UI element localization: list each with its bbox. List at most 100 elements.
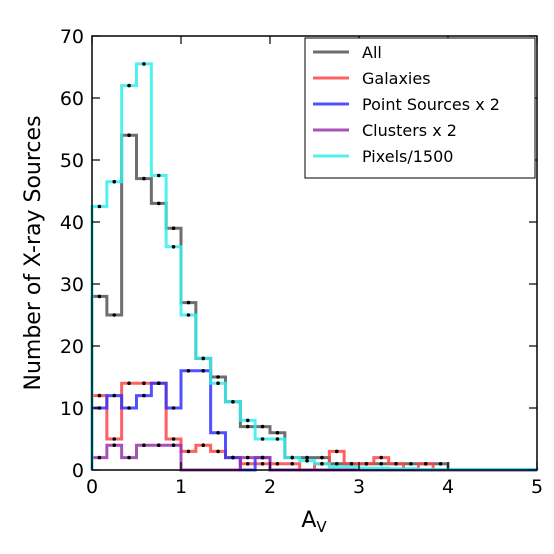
legend: All Galaxies Point Sources x 2 Clusters x 2… bbox=[304, 37, 536, 179]
x-axis-title: AV bbox=[301, 508, 327, 536]
x-tick-label: 4 bbox=[442, 476, 454, 498]
y-tick-label: 10 bbox=[60, 398, 84, 420]
bin-point-clusters-x-2 bbox=[112, 443, 117, 448]
bin-point-galaxies bbox=[290, 462, 295, 466]
bin-point-galaxies bbox=[334, 449, 339, 454]
bin-point-point-sources-x-2 bbox=[231, 455, 235, 460]
y-tick-label: 20 bbox=[60, 336, 84, 358]
bin-point-galaxies bbox=[275, 462, 280, 466]
legend-entry-pixels-1500: Pixels/1500 bbox=[313, 147, 453, 166]
bin-point-galaxies bbox=[112, 437, 117, 441]
bin-point-galaxies bbox=[245, 462, 250, 466]
bin-point-galaxies bbox=[171, 437, 176, 441]
bin-point-all bbox=[305, 455, 309, 460]
bin-point-point-sources-x-2 bbox=[112, 393, 117, 398]
bin-point-all bbox=[142, 176, 146, 181]
bin-point-point-sources-x-2 bbox=[156, 381, 161, 386]
y-tick-label: 40 bbox=[60, 212, 84, 234]
x-axis-title-subscript: V bbox=[316, 518, 327, 536]
bin-point-galaxies bbox=[379, 455, 384, 460]
plot-area-frame bbox=[91, 35, 538, 471]
x-tick-label: 3 bbox=[353, 476, 365, 498]
bin-point-pixels-1500 bbox=[305, 458, 309, 463]
legend-label: All bbox=[362, 43, 382, 62]
x-tick-label: 1 bbox=[175, 476, 187, 498]
bin-point-clusters-x-2 bbox=[171, 443, 176, 448]
bin-point-pixels-1500 bbox=[171, 245, 176, 249]
legend-label: Clusters x 2 bbox=[362, 121, 457, 140]
series-point-sources-x-2 bbox=[90, 369, 537, 472]
bin-point-pixels-1500 bbox=[186, 313, 191, 317]
bin-point-point-sources-x-2 bbox=[216, 431, 220, 435]
series-line-all bbox=[90, 133, 537, 472]
legend-label: Point Sources x 2 bbox=[362, 95, 500, 114]
bin-point-pixels-1500 bbox=[245, 418, 250, 423]
y-tick-label: 0 bbox=[72, 460, 84, 482]
bin-point-all bbox=[171, 226, 176, 230]
bin-point-clusters-x-2 bbox=[156, 443, 161, 448]
bin-point-galaxies bbox=[364, 462, 369, 466]
y-tick-label: 50 bbox=[60, 150, 84, 172]
bin-point-galaxies bbox=[201, 443, 206, 448]
x-axis-title-main: A bbox=[301, 508, 316, 533]
bin-point-galaxies bbox=[394, 462, 398, 466]
bin-point-all bbox=[334, 462, 339, 466]
bin-point-clusters-x-2 bbox=[260, 455, 265, 460]
bin-point-all bbox=[97, 294, 102, 299]
legend-entry-point-sources-x-2: Point Sources x 2 bbox=[313, 95, 500, 114]
bin-point-clusters-x-2 bbox=[127, 455, 131, 460]
bin-point-all bbox=[112, 313, 117, 317]
bin-point-galaxies bbox=[349, 462, 354, 466]
bin-point-galaxies bbox=[260, 462, 265, 466]
bin-point-galaxies bbox=[97, 393, 102, 398]
bin-point-pixels-1500 bbox=[260, 437, 265, 441]
bin-point-pixels-1500 bbox=[290, 455, 295, 460]
y-axis-title: Number of X-ray Sources bbox=[21, 115, 46, 390]
bin-point-pixels-1500 bbox=[201, 356, 206, 361]
bin-point-galaxies bbox=[142, 381, 146, 386]
bin-point-galaxies bbox=[127, 381, 131, 386]
bin-point-pixels-1500 bbox=[142, 62, 146, 66]
bin-point-all bbox=[156, 201, 161, 206]
bin-point-pixels-1500 bbox=[275, 437, 280, 441]
bin-point-pixels-1500 bbox=[127, 83, 131, 88]
bin-point-pixels-1500 bbox=[156, 173, 161, 178]
bin-point-point-sources-x-2 bbox=[127, 406, 131, 410]
bin-point-clusters-x-2 bbox=[97, 455, 102, 460]
bin-point-all bbox=[127, 133, 131, 137]
bin-point-galaxies bbox=[186, 449, 191, 454]
x-tick-label: 2 bbox=[264, 476, 276, 498]
y-tick-label: 70 bbox=[60, 26, 84, 48]
bin-point-point-sources-x-2 bbox=[201, 369, 206, 373]
x-tick-label: 0 bbox=[86, 476, 98, 498]
series-all bbox=[90, 133, 537, 472]
bin-point-pixels-1500 bbox=[112, 179, 117, 184]
bin-point-all bbox=[186, 300, 191, 305]
bin-point-pixels-1500 bbox=[216, 381, 220, 386]
bin-point-point-sources-x-2 bbox=[171, 406, 176, 410]
bin-point-pixels-1500 bbox=[97, 204, 102, 209]
bin-point-clusters-x-2 bbox=[245, 455, 250, 460]
legend-entry-galaxies: Galaxies bbox=[313, 69, 431, 88]
y-tick-label: 30 bbox=[60, 274, 84, 296]
bin-point-all bbox=[275, 431, 280, 435]
bin-point-all bbox=[260, 424, 265, 429]
y-tick-label: 60 bbox=[60, 88, 84, 110]
legend-label: Pixels/1500 bbox=[362, 147, 453, 166]
bin-point-clusters-x-2 bbox=[142, 443, 146, 448]
bin-point-all bbox=[438, 462, 443, 466]
x-tick-label: 5 bbox=[531, 476, 543, 498]
bin-point-pixels-1500 bbox=[320, 462, 324, 466]
bin-point-all bbox=[320, 455, 324, 460]
bin-point-all bbox=[216, 375, 220, 379]
legend-label: Galaxies bbox=[362, 69, 431, 88]
bin-point-all bbox=[409, 462, 413, 466]
bin-point-all bbox=[245, 424, 250, 429]
bin-point-point-sources-x-2 bbox=[186, 369, 191, 373]
bin-point-point-sources-x-2 bbox=[142, 393, 146, 398]
bin-point-galaxies bbox=[423, 462, 428, 466]
series-line-point-sources-x-2 bbox=[90, 369, 537, 472]
legend-entry-all: All bbox=[313, 43, 382, 62]
